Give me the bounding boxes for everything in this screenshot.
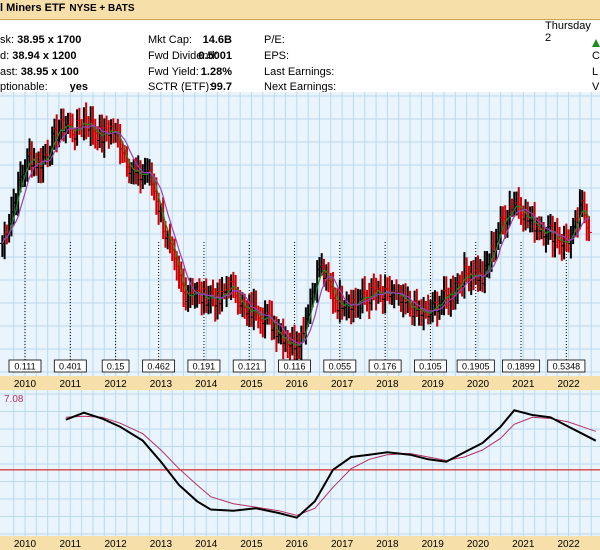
x-tick-label: 2021 <box>512 539 535 550</box>
dividend-label-box <box>187 359 221 373</box>
dividend-label-box <box>101 359 130 373</box>
x-tick-label: 2014 <box>195 379 218 390</box>
x-tick-label: 2013 <box>150 539 173 550</box>
x-tick-label: 2011 <box>60 379 82 390</box>
x-tick-label: 2019 <box>422 379 445 390</box>
x-tick-label: 2017 <box>331 539 354 550</box>
fwd-dividend-label: Fwd Dividend: <box>148 50 218 62</box>
dividend-label: 0.116 <box>284 362 306 372</box>
dividend-label: 0.401 <box>59 362 82 372</box>
right-label-l: L <box>592 66 599 78</box>
dividend-label-box <box>278 359 311 373</box>
x-tick-label: 2012 <box>104 379 127 390</box>
dividend-label-box <box>232 359 266 373</box>
x-tick-label: 2011 <box>60 539 82 550</box>
dividend-label: 0.191 <box>193 362 216 372</box>
sctr-label: SCTR (ETF): <box>148 81 213 93</box>
x-tick-label: 2014 <box>195 539 218 550</box>
x-tick-label: 2012 <box>104 539 127 550</box>
dividend-label: 0.1905 <box>462 362 490 372</box>
up-arrow-icon <box>592 39 600 47</box>
indicator-signal-line <box>65 415 596 516</box>
x-tick-label: 2016 <box>286 539 309 550</box>
right-label-c: C <box>592 50 600 62</box>
dividend-label: 0.462 <box>147 362 170 372</box>
dividend-label: 0.121 <box>238 362 261 372</box>
dividend-label-box <box>414 359 447 373</box>
pe-label: P/E: <box>264 34 285 46</box>
dividend-label-box <box>368 359 402 373</box>
x-tick-label: 2017 <box>331 379 354 390</box>
dividend-label-box <box>502 359 541 373</box>
x-tick-label: 2013 <box>150 379 173 390</box>
dividend-label: 0.1899 <box>507 362 535 372</box>
ask-stat: sk: 38.95 x 1700 <box>0 34 82 46</box>
dividend-label: 0.111 <box>14 362 35 372</box>
moving-average-slow <box>1 124 590 346</box>
last-stat: ast: 38.95 x 100 <box>0 66 79 78</box>
etf-name: l Miners ETF <box>0 2 66 14</box>
dividend-label-box <box>142 359 176 373</box>
chart-header-bar: l Miners ETF NYSE + BATS <box>0 0 600 20</box>
x-tick-label: 2022 <box>557 539 580 550</box>
dividend-label-box <box>53 359 87 373</box>
eps-label: EPS: <box>264 50 290 62</box>
dividend-label: 0.055 <box>329 362 352 372</box>
moving-average-fast <box>1 122 590 346</box>
dividend-label: 0.105 <box>419 362 442 372</box>
chart-area: 0.111 0.401 0.15 0.462 0.191 0.121 0.116 0.055 0… <box>0 92 600 550</box>
indicator-x-axis: 2010 2011 2012 2013 2014 2015 2016 2017 2018 2019… <box>14 539 580 550</box>
x-tick-label: 2015 <box>240 379 263 390</box>
x-tick-label: 2018 <box>376 379 399 390</box>
x-tick-label: 2015 <box>240 539 263 550</box>
price-x-axis: 2010 2011 2012 2013 2014 2015 2016 2017 2018 2019… <box>14 379 580 390</box>
x-tick-label: 2010 <box>14 539 37 550</box>
dividend-label: 0.15 <box>107 362 125 372</box>
exchange-label: NYSE + BATS <box>69 3 135 14</box>
x-tick-label: 2016 <box>286 379 309 390</box>
next-earnings-label: Next Earnings: <box>264 81 337 93</box>
x-tick-label: 2018 <box>376 539 399 550</box>
right-label-v: V <box>592 81 600 93</box>
mkt-cap-label: Mkt Cap: <box>148 34 193 46</box>
dividend-label-box <box>547 359 586 373</box>
chart-title: l Miners ETF NYSE + BATS <box>0 2 135 14</box>
x-tick-label: 2022 <box>557 379 580 390</box>
x-tick-label: 2020 <box>467 379 490 390</box>
sctr-value: 99.7 <box>210 81 232 93</box>
quote-stats-panel: Thursday 2 sk: 38.95 x 1700 d: 38.94 x 1… <box>0 20 600 93</box>
dividend-label-box <box>456 359 495 373</box>
indicator-grid <box>0 390 600 536</box>
indicator-x-axis-band <box>0 536 600 550</box>
optionable-stat: ptionable: <box>0 81 48 93</box>
x-tick-label: 2020 <box>467 539 490 550</box>
mkt-cap-value: 14.6B <box>202 34 232 46</box>
last-earnings-label: Last Earnings: <box>264 66 335 78</box>
x-tick-label: 2021 <box>512 379 535 390</box>
x-tick-label: 2019 <box>422 539 445 550</box>
x-tick-label: 2010 <box>14 379 37 390</box>
price-x-axis-band <box>0 376 600 390</box>
bid-stat: d: 38.94 x 1200 <box>0 50 77 62</box>
dividend-label-box <box>8 359 42 373</box>
dividend-label: 0.5348 <box>553 362 581 372</box>
indicator-value-label: 7.08 <box>4 394 24 405</box>
dividend-label: 0.176 <box>374 362 397 372</box>
date-label: Thursday 2 <box>545 20 591 44</box>
dividend-labels: 0.111 0.401 0.15 0.462 0.191 0.121 0.116 0.055 0… <box>8 359 586 373</box>
fwd-yield-value: 1.28% <box>200 66 232 78</box>
dividend-label-box <box>323 359 357 373</box>
indicator-main-line <box>65 409 597 519</box>
fwd-dividend-value: 0.5001 <box>198 50 232 62</box>
fwd-yield-label: Fwd Yield: <box>148 66 199 78</box>
optionable-value: yes <box>69 81 88 93</box>
indicator-panel-bg <box>0 390 600 536</box>
